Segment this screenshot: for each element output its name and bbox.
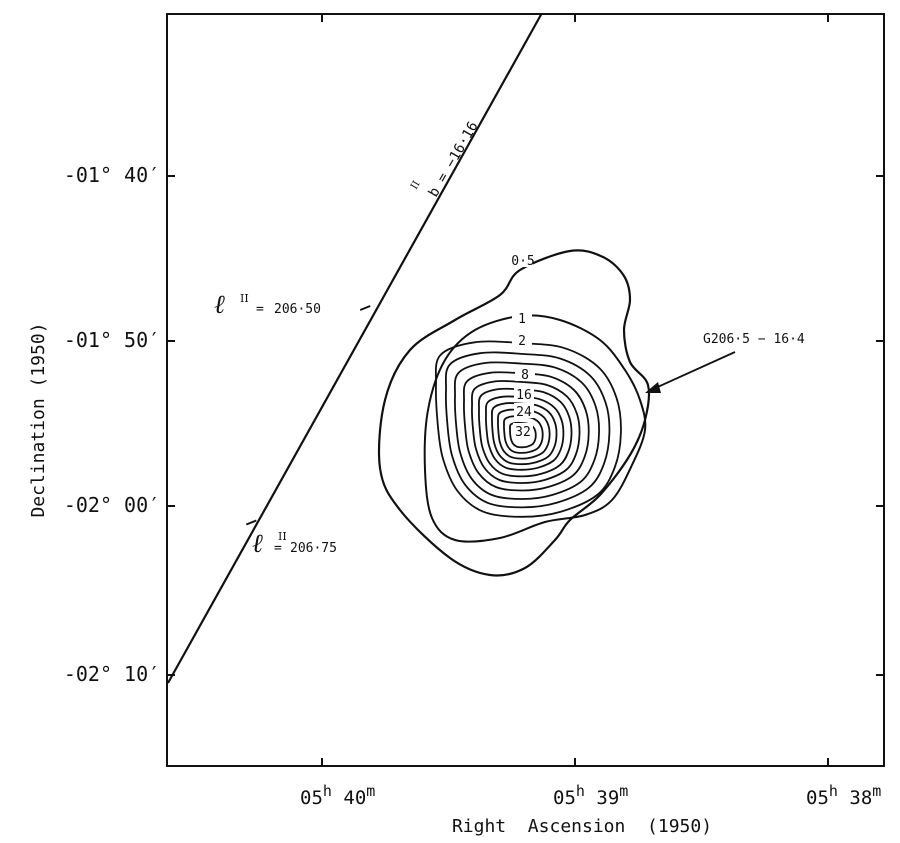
galactic-line-path (167, 13, 543, 684)
contour-label: 0·5 (511, 254, 534, 269)
contour-label: 32 (515, 425, 531, 440)
galactic-tick-mark (359, 305, 371, 311)
svg-text:206·50: 206·50 (274, 302, 321, 317)
y-tick-label: -02° 10′ (64, 662, 160, 686)
contour-line-inner-5 (471, 380, 581, 484)
arrow-head (645, 382, 661, 393)
svg-text:II: II (240, 292, 249, 305)
x-tick-label: 05h 39m (553, 782, 628, 809)
x-tick-label: 05h 40m (300, 782, 375, 809)
contour-label-bg (513, 423, 533, 438)
svg-text:ℓ: ℓ (214, 290, 225, 320)
contour-line-0.5 (377, 249, 651, 577)
y-tick-label: -01° 50′ (64, 328, 160, 352)
contour-label: 2 (518, 334, 526, 349)
x-tick-label: 05h 38m (806, 782, 881, 809)
contour-group: 0·5 1 2 8 16 24 32 (377, 249, 651, 577)
galactic-latitude-line (167, 13, 543, 684)
source-pointer-arrow (650, 351, 736, 391)
svg-text:206·75: 206·75 (290, 541, 337, 556)
contour-label-bg (514, 386, 534, 401)
x-axis-label: Right Ascension (1950) (452, 816, 712, 837)
source-name-label: G206·5 − 16·4 (703, 332, 805, 347)
contour-line-inner-7 (485, 395, 565, 471)
galactic-tick-mark (245, 519, 257, 526)
galactic-line-label: b = −16·16 (426, 119, 482, 200)
y-tick-label: -01° 40′ (64, 163, 160, 187)
contour-label: 16 (516, 388, 532, 403)
contour-line-1 (423, 314, 647, 543)
galactic-line-superscript: II (409, 179, 423, 191)
svg-text:II: II (278, 530, 287, 543)
contour-label-bg (515, 366, 535, 381)
contour-label: 8 (521, 368, 529, 383)
galactic-longitude-label: ℓ II = 206·75 (252, 529, 337, 559)
contour-label: 24 (516, 405, 532, 420)
y-axis-label: Declination (1950) (28, 322, 49, 517)
contour-line-inner-1 (434, 340, 622, 518)
svg-text:=: = (256, 302, 264, 317)
contour-line-inner-6 (478, 387, 573, 478)
axis-ticks (167, 14, 884, 766)
svg-text:ℓ: ℓ (252, 529, 263, 559)
contour-label: 1 (518, 312, 526, 327)
contour-line-inner-4 (462, 371, 590, 492)
contour-line-inner-3 (453, 361, 600, 500)
contour-line-inner-2 (444, 351, 611, 509)
plot-frame (166, 13, 885, 767)
svg-text:=: = (274, 541, 282, 556)
contour-label-bg (514, 403, 534, 418)
contour-label-bg (512, 310, 532, 325)
galactic-longitude-label: ℓ II = 206·50 (214, 290, 321, 320)
y-tick-label: -02° 00′ (64, 493, 160, 517)
contour-label-bg (513, 252, 533, 267)
contour-label-bg (512, 332, 532, 347)
